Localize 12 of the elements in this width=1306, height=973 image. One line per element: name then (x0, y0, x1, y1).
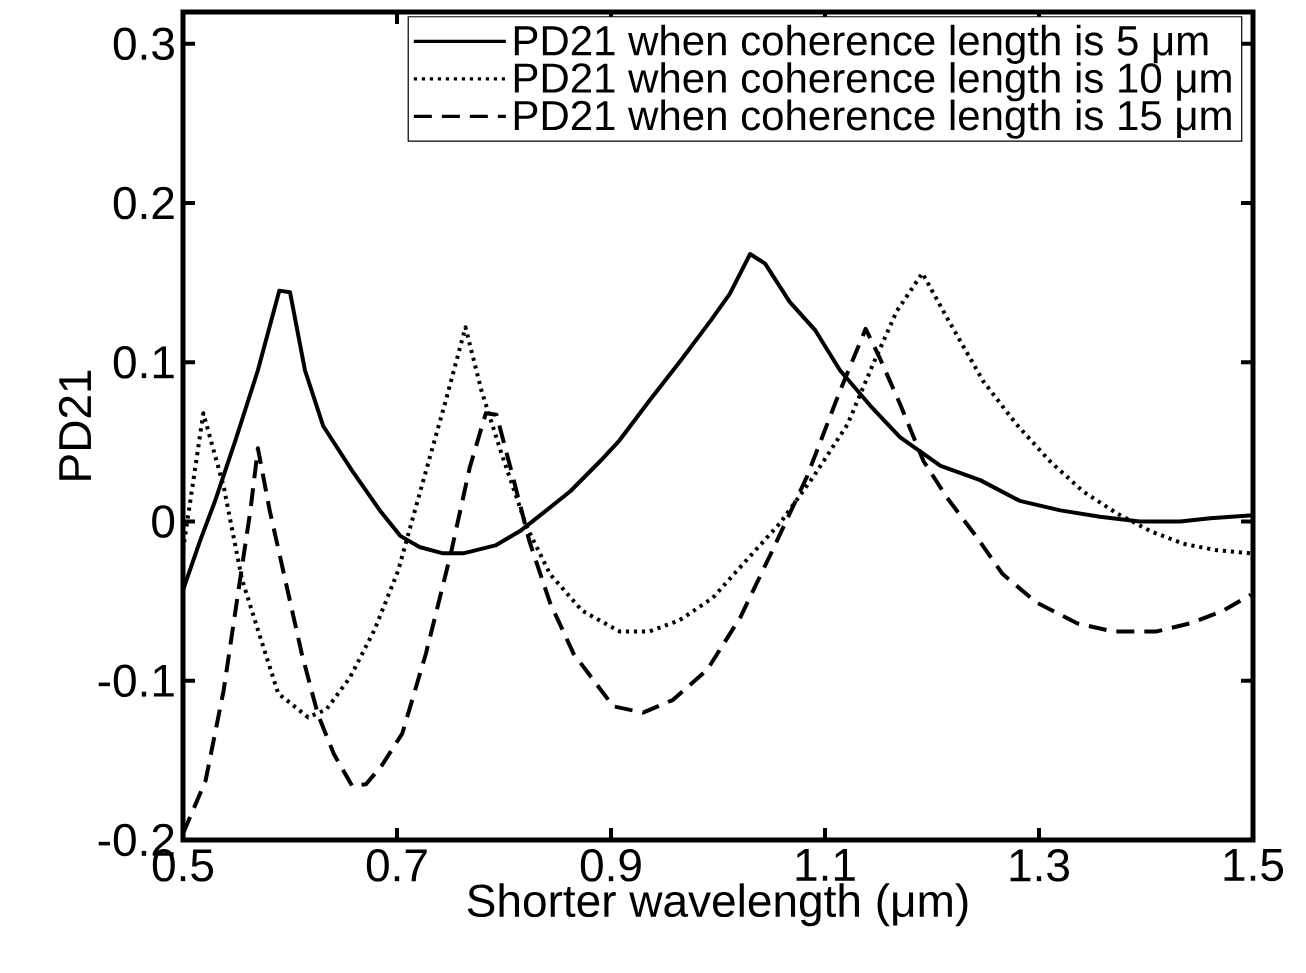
y-tick-label: 0.2 (113, 186, 174, 220)
x-tick-label: 1.3 (1010, 849, 1069, 882)
x-tick-label: 0.9 (580, 849, 641, 882)
x-axis-title: Shorter wavelength (μm) (467, 883, 968, 927)
y-tick-label: 0.1 (113, 346, 174, 379)
y-tick-label: 0.3 (113, 27, 174, 61)
y-axis-title: PD21 (58, 370, 91, 480)
x-tick-label: 1.1 (796, 849, 855, 881)
y-tick-label: -0.1 (98, 664, 174, 698)
x-tick-label: 1.5 (1224, 849, 1284, 882)
x-tick-label: 0.7 (366, 849, 427, 882)
y-tick-label: 0 (152, 505, 175, 538)
